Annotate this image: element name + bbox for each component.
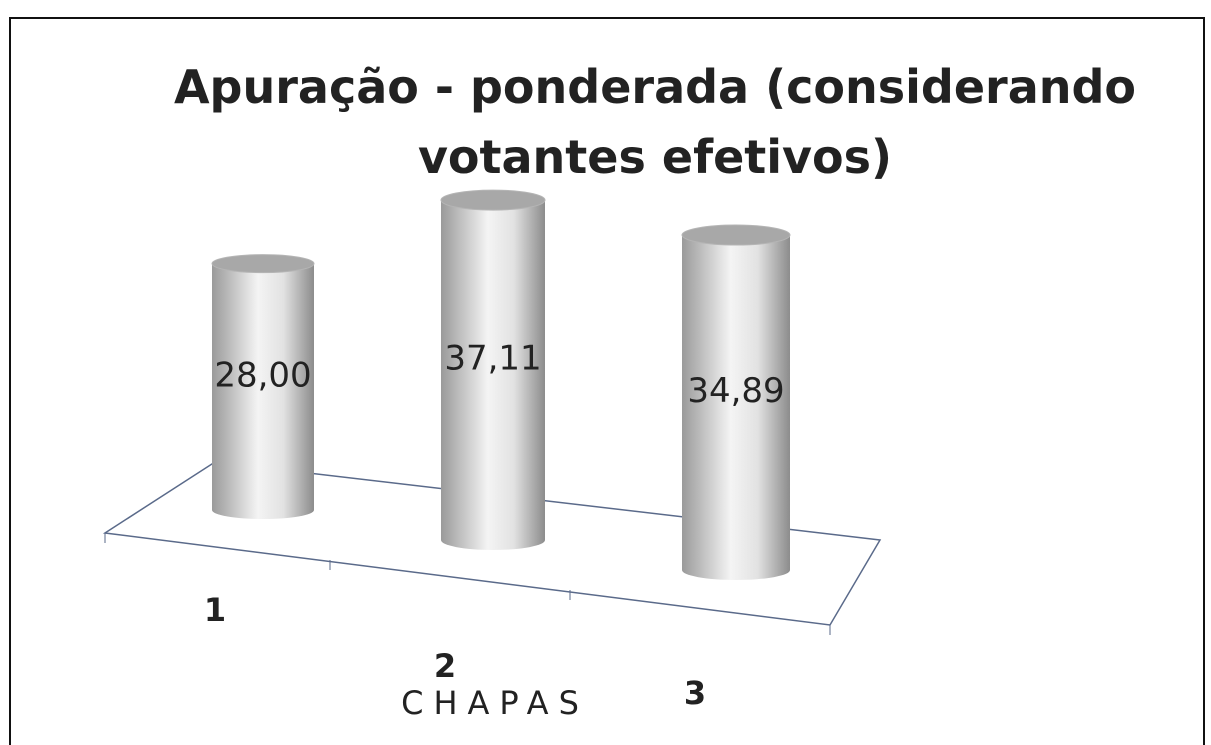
cylinder xyxy=(441,200,545,551)
value-label: 37,11 xyxy=(444,339,541,379)
x-tick-label: 1 xyxy=(204,591,226,629)
x-tick-label: 3 xyxy=(684,674,706,712)
cylinder-top xyxy=(681,224,791,246)
floor xyxy=(102,461,882,626)
cylinder xyxy=(682,235,790,580)
x-axis-label: CHAPAS xyxy=(401,684,589,722)
x-tick-label: 2 xyxy=(434,647,456,685)
cylinder-top xyxy=(211,254,315,274)
cylinder xyxy=(212,263,314,519)
chart-title: Apuração - ponderada (considerando votan… xyxy=(173,60,1137,184)
value-label: 28,00 xyxy=(214,355,311,395)
cylinder-top xyxy=(440,189,546,211)
frame xyxy=(9,17,1205,745)
value-label: 34,89 xyxy=(687,371,784,411)
